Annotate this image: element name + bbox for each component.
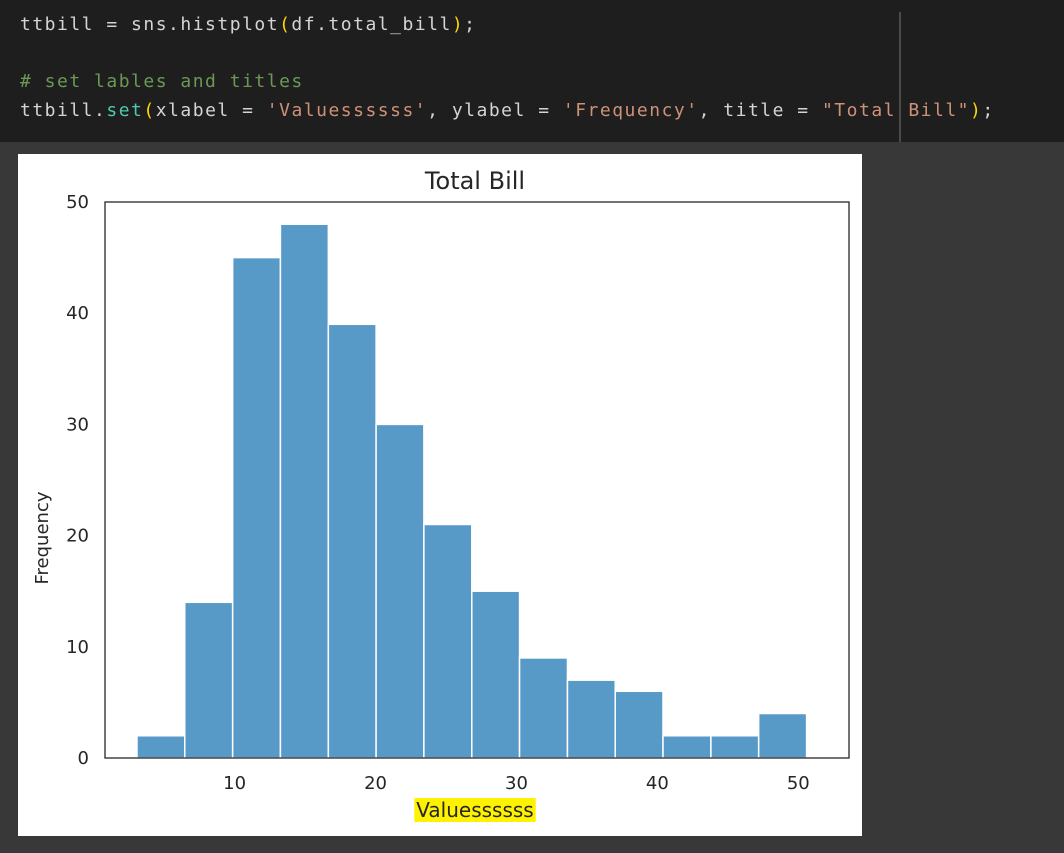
x-tick-label: 50 [787,773,810,794]
code-cell[interactable]: ttbill = sns.histplot(df.total_bill); # … [0,0,1064,142]
histogram-bar [471,590,521,759]
histogram-chart: 10 20 30 40 50 0 10 20 30 40 50 Total Bill Values… [32,167,850,822]
histogram-bar [423,523,473,759]
histogram-bar [136,735,186,759]
histogram-bar [184,601,234,759]
y-axis-label: Frequency [32,491,53,584]
histogram-bar [662,735,712,759]
x-tick-label: 10 [223,773,246,794]
y-tick-label: 10 [66,637,89,658]
histogram-bar [375,423,425,759]
histogram-bar [279,223,330,759]
x-tick-label: 30 [505,773,528,794]
output-area: 10 20 30 40 50 0 10 20 30 40 50 Total Bill Values… [18,154,862,836]
y-tick-label: 0 [78,748,89,769]
y-tick-label: 20 [66,526,89,547]
axes-frame [104,201,850,759]
histogram-bar [614,690,664,759]
histogram-bar [327,323,377,759]
xlabel-highlight [414,798,536,822]
histogram-bar [710,735,760,759]
histogram-bar [231,256,282,759]
histogram-bar [518,657,569,759]
y-tick-label: 40 [66,303,89,324]
y-tick-label: 30 [66,414,89,435]
code-line-1[interactable]: ttbill = sns.histplot(df.total_bill); [20,14,477,35]
chart-title: Total Bill [424,167,525,195]
histogram-bar [566,679,616,759]
code-cell-separator [899,12,901,142]
code-line-2[interactable]: # set lables and titles [20,71,304,92]
code-line-3[interactable]: ttbill.set(xlabel = 'Valuessssss', ylabe… [20,100,995,121]
x-tick-label: 20 [364,773,387,794]
y-tick-label: 50 [66,192,89,213]
x-tick-label: 40 [646,773,669,794]
x-axis-label: Valuessssss [416,798,533,822]
histogram-bar [757,712,808,759]
